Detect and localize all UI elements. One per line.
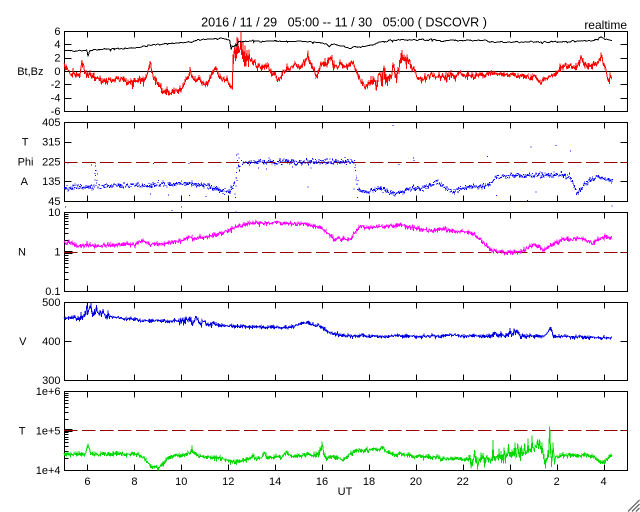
svg-text:0.1: 0.1 [45, 286, 60, 298]
svg-text:2016 / 11 / 29 05:00 -- 11 /: 2016 / 11 / 29 05:00 -- 11 / 30 05:00 ( … [201, 16, 487, 30]
svg-text:6: 6 [84, 476, 90, 488]
svg-text:-2: -2 [51, 79, 61, 91]
svg-text:T: T [22, 137, 29, 149]
svg-text:18: 18 [363, 476, 375, 488]
svg-text:0: 0 [54, 66, 60, 78]
svg-text:315: 315 [42, 137, 60, 149]
svg-text:2: 2 [554, 476, 560, 488]
svg-text:10: 10 [48, 207, 60, 219]
svg-text:Bt,Bz: Bt,Bz [17, 66, 43, 78]
svg-text:A: A [21, 176, 29, 188]
svg-text:10: 10 [175, 476, 187, 488]
svg-text:UT: UT [338, 486, 353, 498]
svg-text:1e+4: 1e+4 [36, 465, 61, 477]
svg-text:2: 2 [54, 53, 60, 65]
svg-text:-6: -6 [51, 106, 61, 118]
svg-text:1: 1 [54, 246, 60, 258]
svg-text:N: N [18, 246, 26, 258]
svg-text:500: 500 [42, 297, 60, 309]
svg-text:22: 22 [457, 476, 469, 488]
svg-text:8: 8 [131, 476, 137, 488]
svg-text:-4: -4 [51, 93, 61, 105]
svg-text:16: 16 [316, 476, 328, 488]
svg-text:4: 4 [600, 476, 606, 488]
svg-text:45: 45 [48, 196, 60, 208]
svg-text:225: 225 [42, 156, 60, 168]
svg-text:20: 20 [410, 476, 422, 488]
svg-text:405: 405 [42, 117, 60, 129]
svg-text:Phi: Phi [18, 156, 34, 168]
svg-text:400: 400 [42, 336, 60, 348]
svg-text:V: V [19, 336, 27, 348]
svg-text:4: 4 [54, 39, 60, 51]
svg-text:12: 12 [222, 476, 234, 488]
svg-text:1e+6: 1e+6 [36, 386, 61, 398]
svg-text:135: 135 [42, 176, 60, 188]
svg-text:T: T [19, 425, 26, 437]
svg-text:1e+5: 1e+5 [36, 425, 61, 437]
svg-text:14: 14 [269, 476, 281, 488]
svg-text:realtime: realtime [584, 18, 627, 32]
svg-text:0: 0 [507, 476, 513, 488]
svg-text:6: 6 [54, 26, 60, 38]
svg-text:300: 300 [42, 375, 60, 387]
